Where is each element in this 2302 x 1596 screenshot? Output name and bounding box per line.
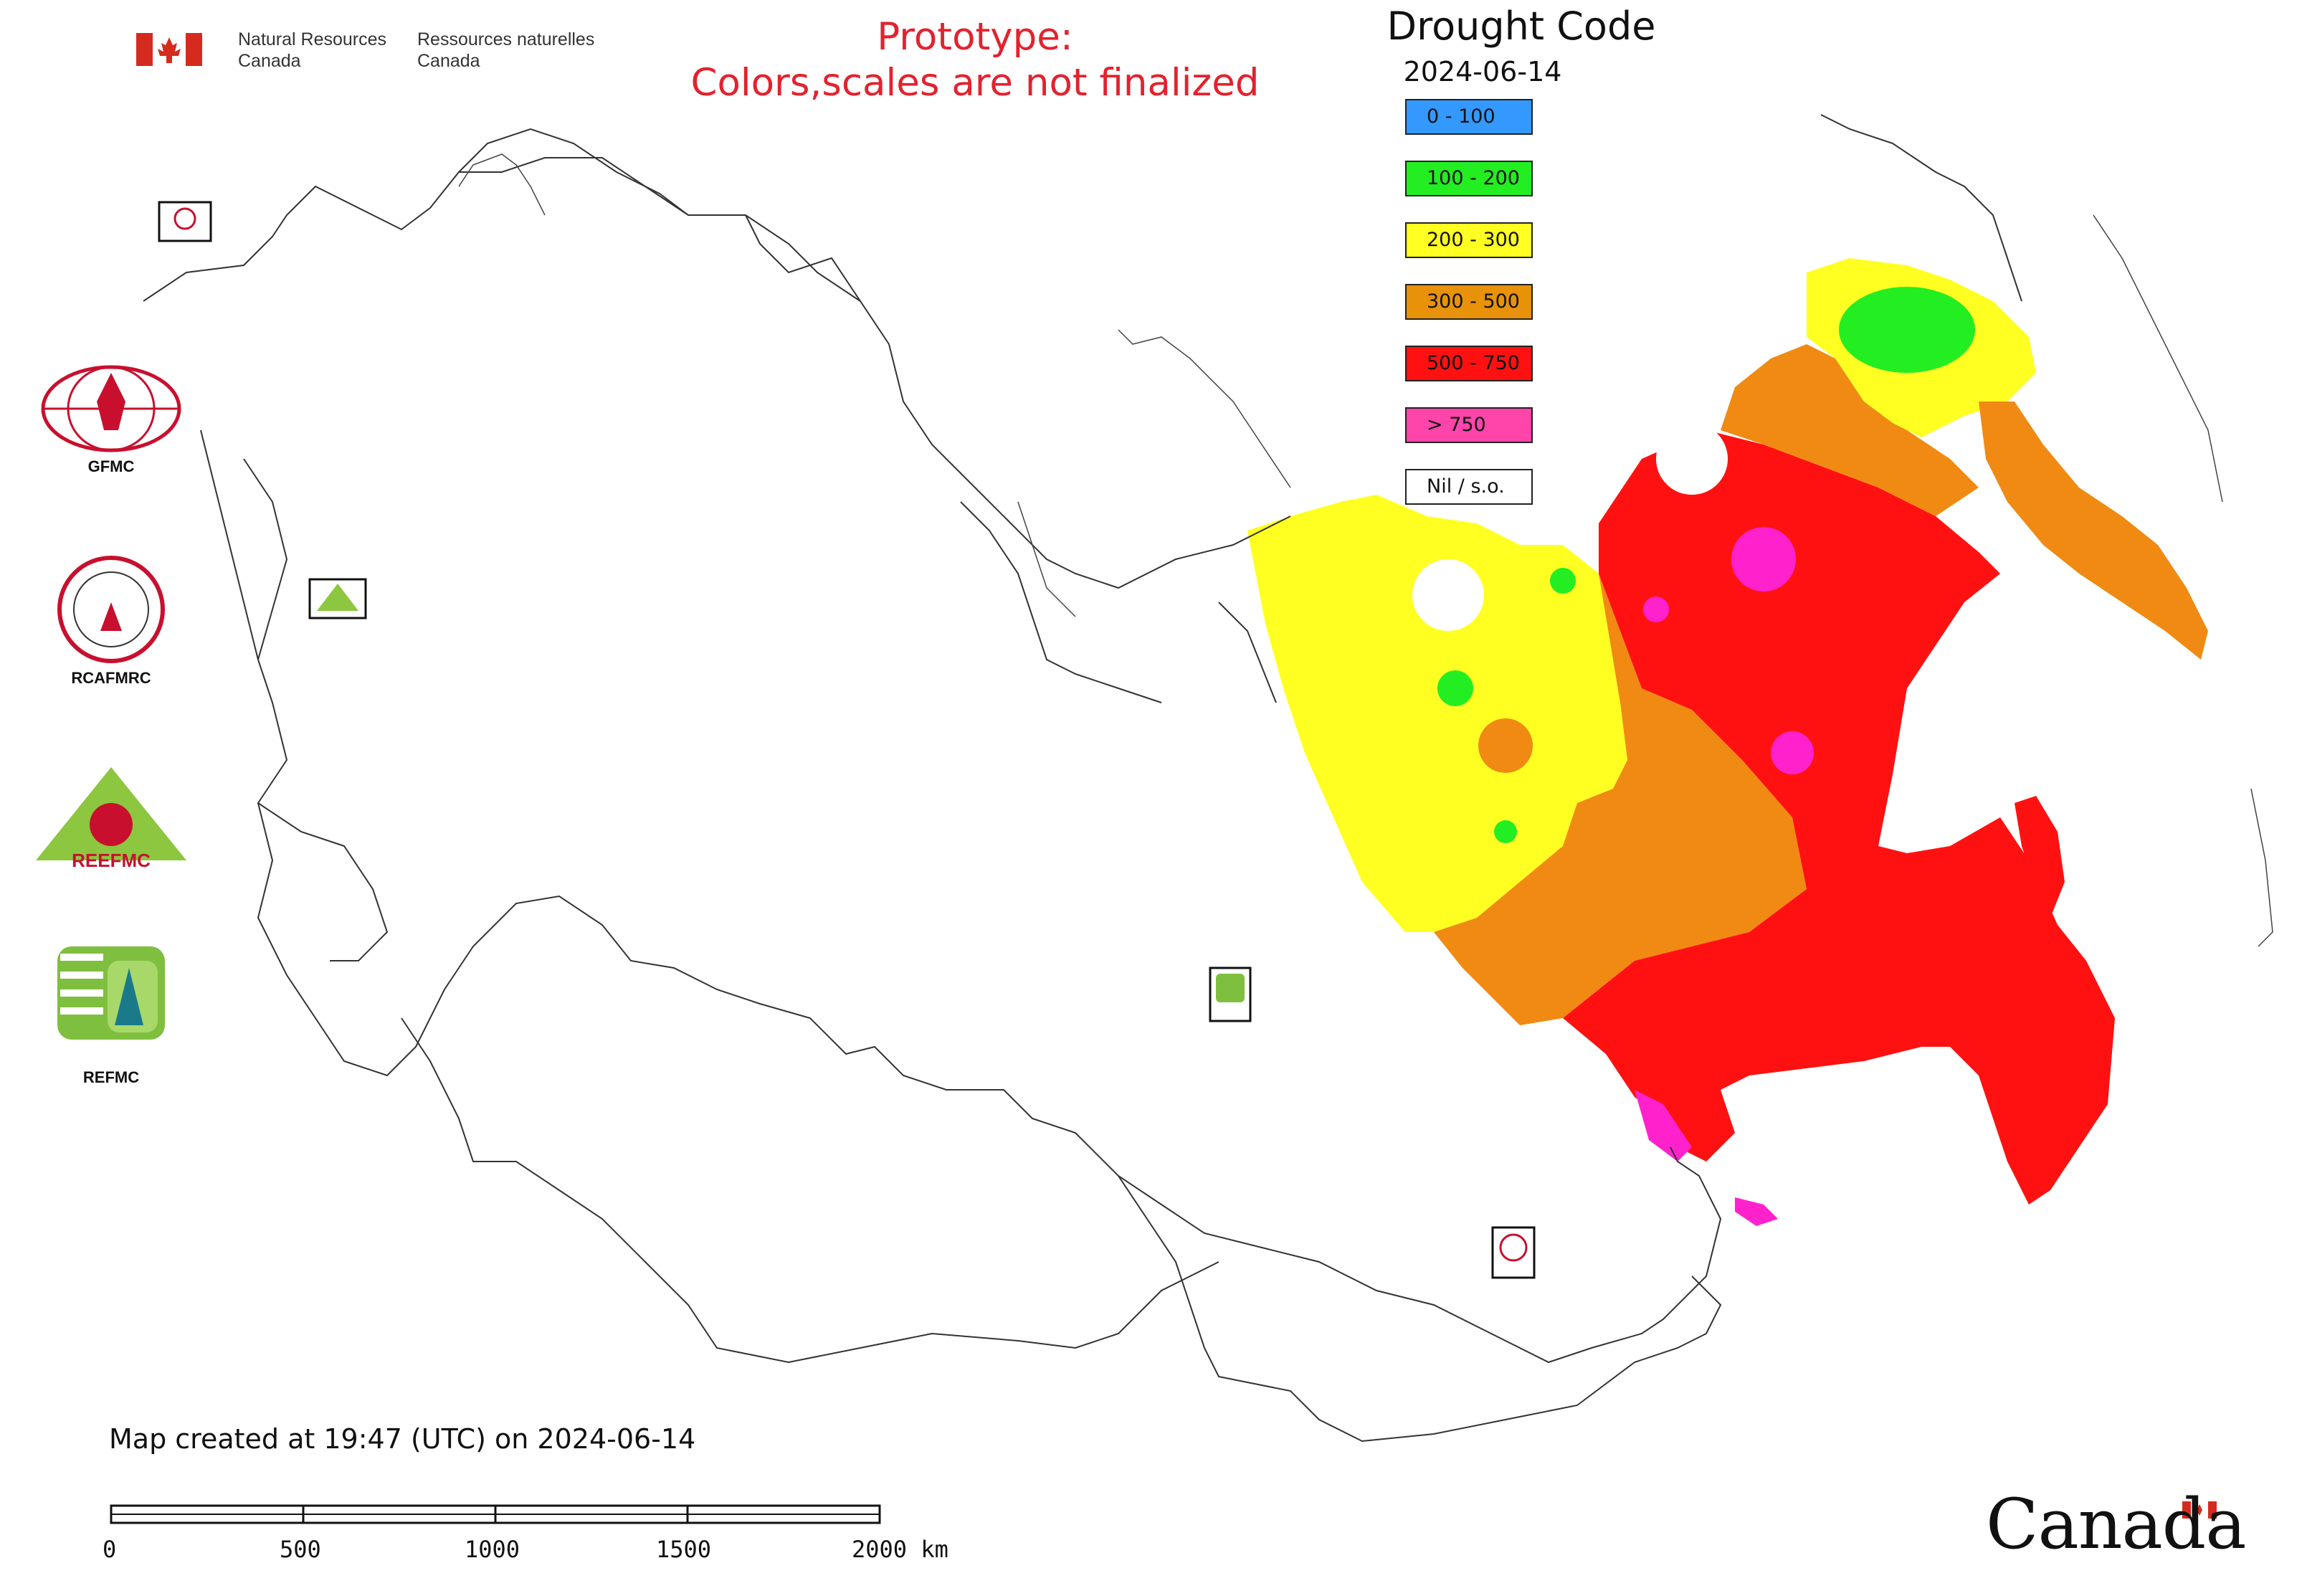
spot-green-2 bbox=[1550, 568, 1576, 594]
map-logo-reefmc-icon bbox=[308, 578, 367, 619]
coastline-hints bbox=[458, 153, 2273, 947]
map-logo-rcafmrc-icon bbox=[1491, 1226, 1536, 1279]
reefmc-logo-icon bbox=[36, 767, 186, 860]
country-outlines bbox=[143, 114, 2022, 1443]
scale-tick-0: 0 bbox=[103, 1536, 117, 1563]
spot-magenta-3 bbox=[1643, 597, 1669, 622]
map-logo-gfmc-icon bbox=[158, 201, 212, 242]
logo-label-rcafmrc: RCAFMRC bbox=[71, 669, 151, 687]
spot-green-3 bbox=[1494, 820, 1517, 843]
legend-item-0-100: 0 - 100 bbox=[1405, 99, 1533, 135]
prototype-line1: Prototype: bbox=[877, 15, 1073, 59]
legend-item-200-300: 200 - 300 bbox=[1405, 222, 1533, 258]
logo-label-reefmc: REEFMC bbox=[72, 850, 151, 871]
legend-item-100-200: 100 - 200 bbox=[1405, 161, 1533, 196]
logo-label-refmc: REFMC bbox=[82, 1068, 140, 1086]
canada-wordmark-flag-icon bbox=[2182, 1501, 2217, 1519]
prototype-line2: Colors,scales are not finalized bbox=[690, 61, 1260, 105]
gov-en-line2: Canada bbox=[238, 51, 301, 71]
zone-orange-south bbox=[1599, 774, 1771, 939]
spot-white-2 bbox=[1412, 559, 1484, 631]
map-logo-refmc-icon bbox=[1209, 966, 1252, 1022]
zone-magenta-south bbox=[1635, 1090, 1692, 1162]
prototype-notice: Prototype: Colors,scales are not finaliz… bbox=[652, 14, 1298, 106]
spot-magenta-2 bbox=[1771, 731, 1814, 774]
gov-fr-line2: Canada bbox=[417, 51, 480, 71]
drought-layer bbox=[1247, 258, 2208, 1226]
scale-tick-1500: 1500 bbox=[656, 1536, 712, 1563]
gov-signature-fr: Ressources naturelles Canada bbox=[417, 29, 594, 72]
legend-date: 2024-06-14 bbox=[1403, 56, 1562, 87]
zone-orange-north bbox=[1721, 344, 1979, 516]
canada-wordmark: Canada bbox=[1986, 1484, 2246, 1564]
scale-tick-2000km: 2000 km bbox=[852, 1536, 948, 1563]
zone-green-northeast bbox=[1839, 287, 1975, 373]
zone-yellow-west bbox=[1247, 495, 1627, 932]
scale-bar bbox=[110, 1504, 881, 1524]
refmc-logo-icon bbox=[57, 946, 165, 1040]
map-created-caption: Map created at 19:47 (UTC) on 2024-06-14 bbox=[109, 1423, 696, 1455]
gov-fr-line1: Ressources naturelles bbox=[417, 29, 595, 49]
zone-red-main bbox=[1563, 430, 2115, 1205]
spot-orange-1 bbox=[1478, 718, 1533, 773]
logo-label-gfmc: GFMC bbox=[87, 457, 135, 475]
gov-en-line1: Natural Resources bbox=[238, 29, 387, 49]
canada-flag-icon bbox=[136, 33, 202, 66]
zone-orange-kamchatka bbox=[1979, 402, 2208, 660]
zone-magenta-far-south bbox=[1735, 1197, 1778, 1226]
gfmc-logo-icon bbox=[41, 365, 181, 452]
legend-title: Drought Code bbox=[1387, 4, 1656, 49]
legend-item-300-500: 300 - 500 bbox=[1405, 284, 1533, 320]
scale-tick-500: 500 bbox=[280, 1536, 321, 1563]
scale-tick-1000: 1000 bbox=[465, 1536, 520, 1563]
gov-signature-en: Natural Resources Canada bbox=[238, 29, 386, 72]
spot-green-1 bbox=[1437, 670, 1473, 706]
spot-white-1 bbox=[1656, 423, 1728, 495]
rcafmrc-logo-icon bbox=[57, 556, 165, 663]
legend-item-nil: Nil / s.o. bbox=[1405, 469, 1533, 505]
spot-magenta-1 bbox=[1731, 527, 1796, 592]
legend-item-over-750: > 750 bbox=[1405, 407, 1533, 443]
zone-red-east bbox=[2015, 796, 2065, 918]
legend-item-500-750: 500 - 750 bbox=[1405, 346, 1533, 381]
